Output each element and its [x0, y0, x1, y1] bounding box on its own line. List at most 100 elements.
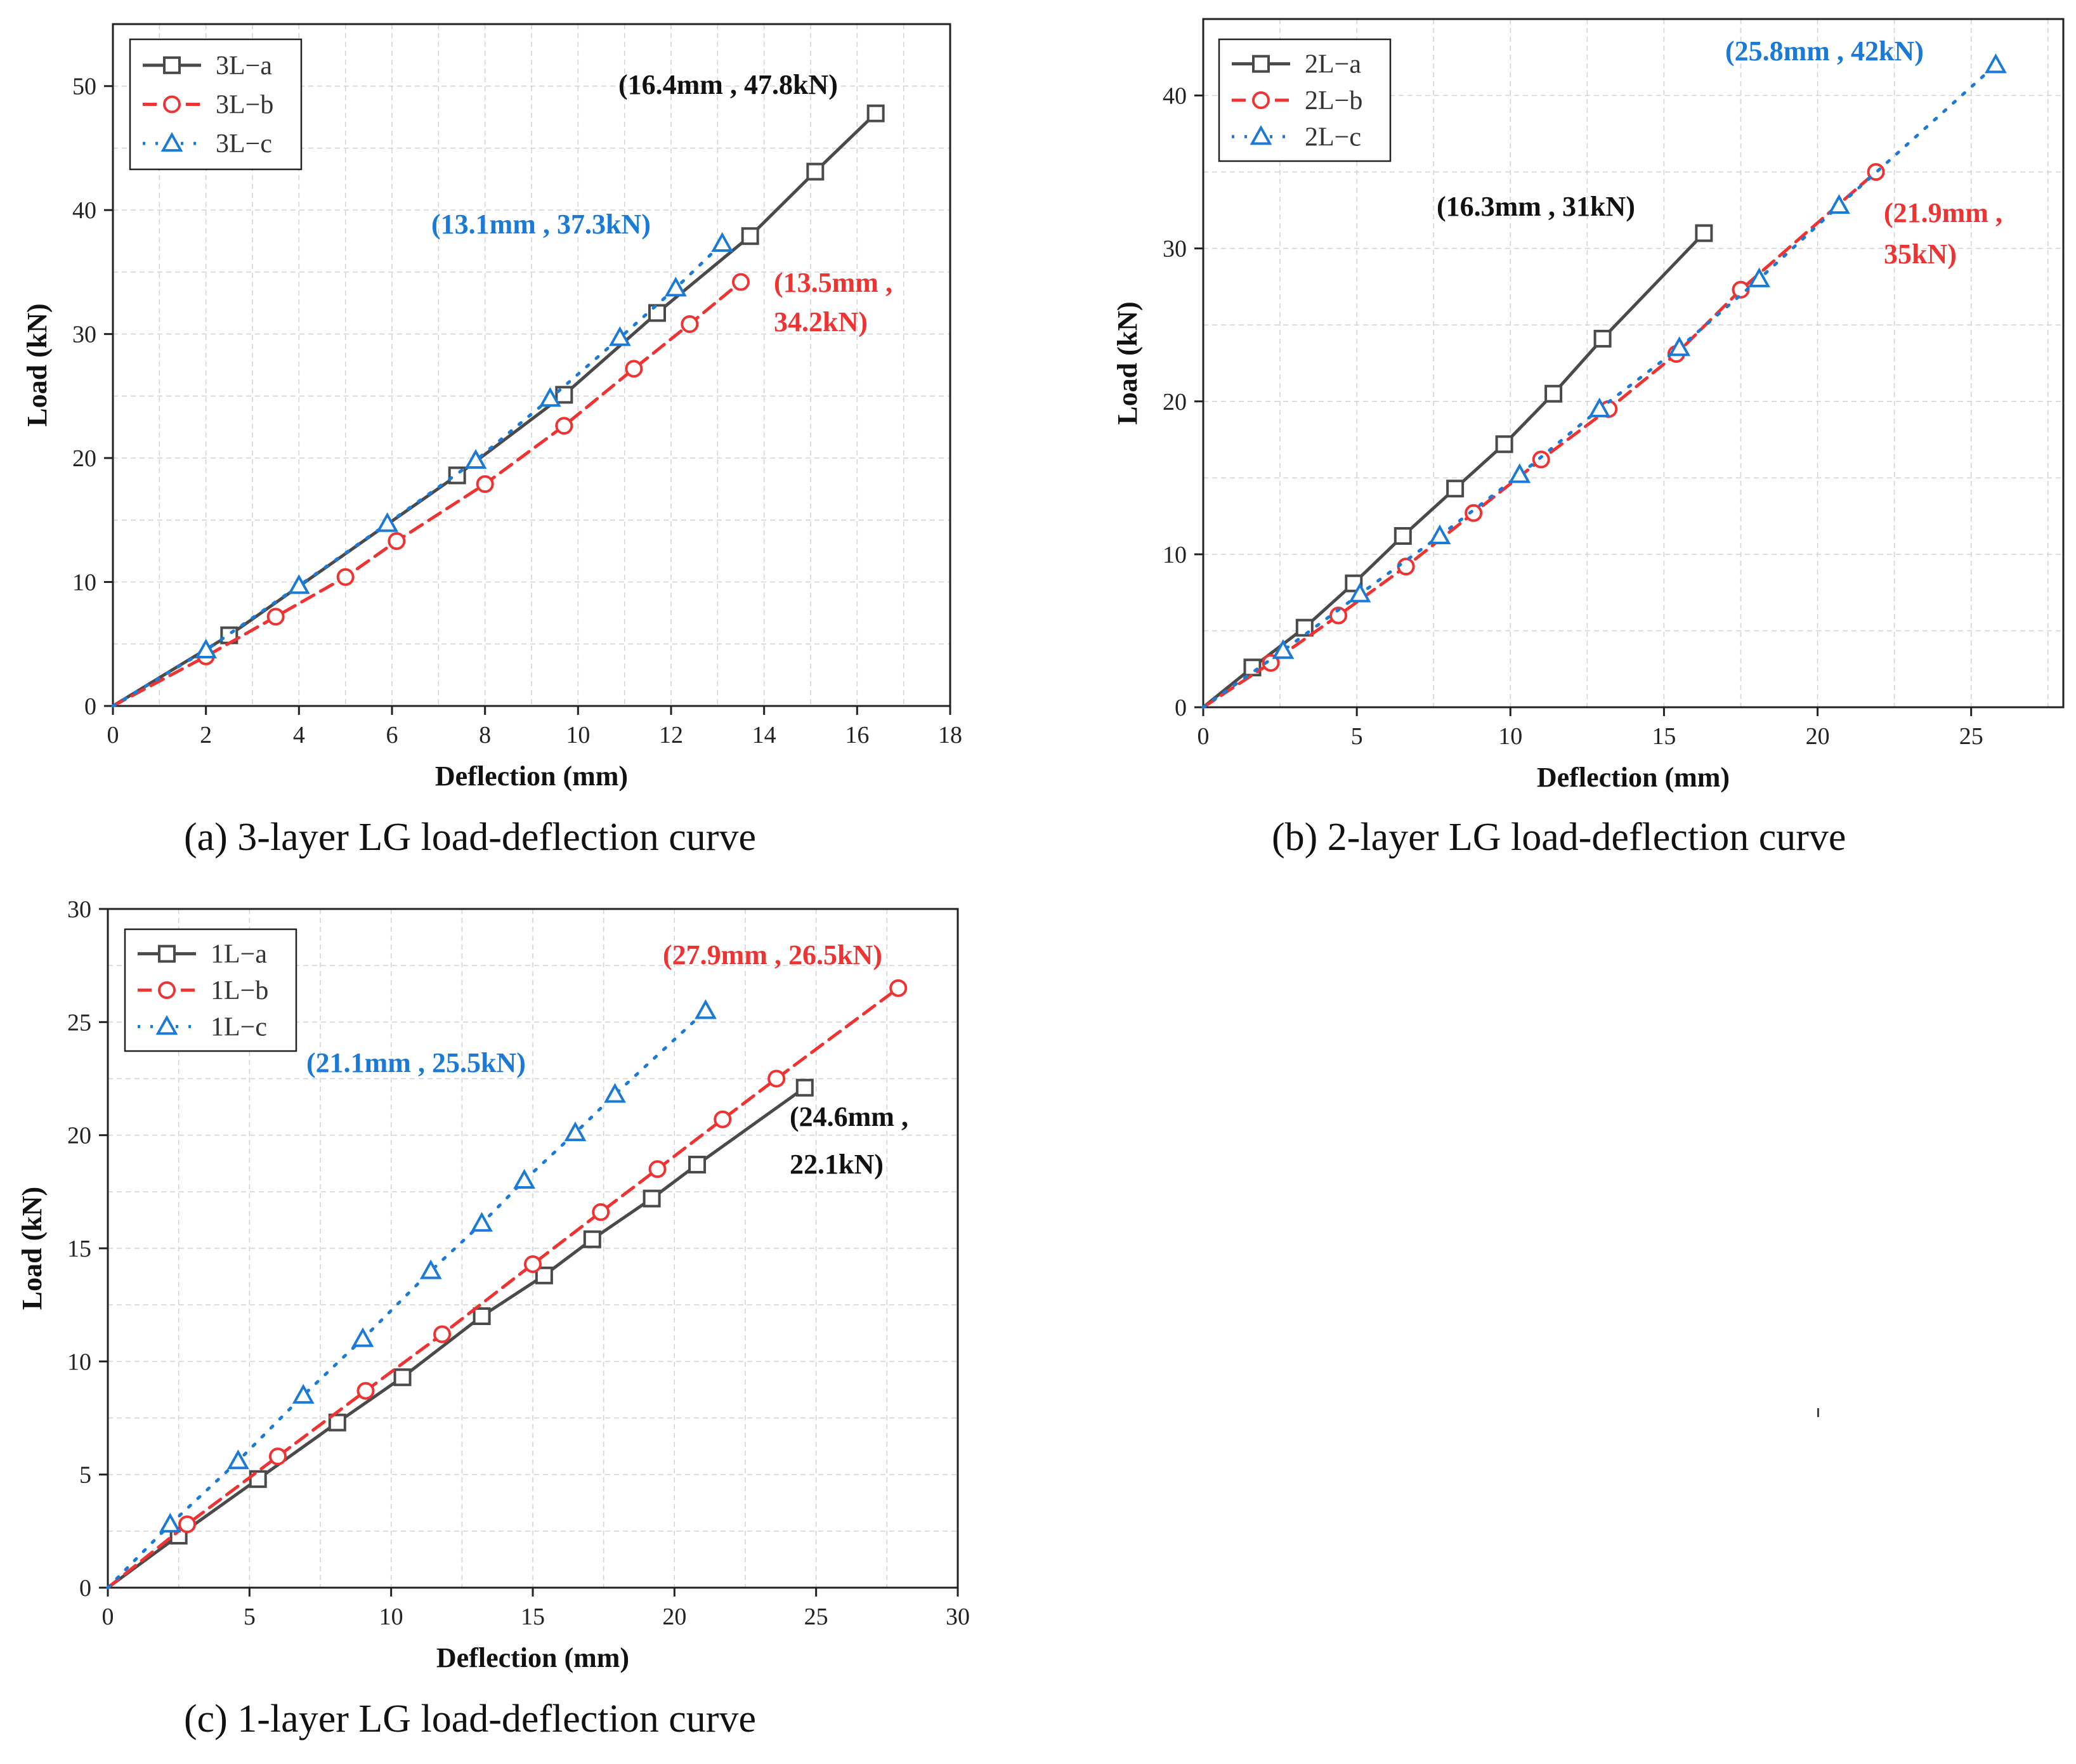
series-line-a [1201, 232, 1706, 709]
legend-c: 1L−a 1L−b 1L−c [124, 928, 297, 1052]
x-tick-label: 0 [1198, 723, 1210, 750]
series-line-c [1201, 63, 1997, 709]
x-tick-label: 30 [946, 1604, 970, 1630]
y-tick-label: 30 [72, 322, 96, 348]
legend-label: 3L−a [216, 51, 272, 81]
series-line-c [111, 242, 724, 708]
legend-marker [1250, 125, 1272, 145]
data-point-b [356, 1382, 375, 1400]
data-point-c [1272, 639, 1295, 659]
x-tick-label: 10 [379, 1604, 403, 1630]
y-tick-label: 0 [84, 693, 96, 720]
data-point-a [648, 304, 666, 322]
data-point-b [681, 315, 699, 333]
y-axis-title-b: Load (kN) [1112, 301, 1143, 424]
data-point-c [604, 1083, 626, 1103]
ticks-a: 0 2 4 6 8 10 12 14 16 18 0 10 20 30 40 50 [72, 74, 962, 748]
annotation-c-a: 22.1kN) [790, 1149, 884, 1180]
x-tick-label: 18 [938, 722, 962, 748]
x-axis-title-c: Deflection (mm) [436, 1642, 629, 1673]
annotation-a-b: 34.2kN) [774, 306, 868, 337]
data-point-c [711, 232, 734, 252]
annotation-a-b: (13.5mm , [774, 267, 892, 298]
data-point-c [513, 1168, 536, 1189]
data-point-a [866, 104, 885, 122]
data-point-a [688, 1156, 707, 1174]
data-point-c [351, 1327, 374, 1347]
legend-box [124, 928, 297, 1052]
annotation-c-c: (21.1mm , 25.5kN) [306, 1047, 526, 1078]
data-point-c [464, 448, 487, 469]
data-point-a [643, 1189, 661, 1208]
data-point-b [269, 1447, 287, 1466]
data-point-a [1695, 224, 1713, 242]
y-tick-label: 20 [67, 1123, 91, 1149]
y-tick-label: 40 [72, 197, 96, 224]
legend-a: 3L−a 3L−b 3L−c [129, 38, 303, 171]
chart-panel-c: 0 5 10 15 20 25 30 0 5 10 15 20 25 30 Deflection (mm) L… [0, 882, 1040, 1764]
y-tick-label: 40 [1163, 83, 1187, 110]
data-point-b [1397, 558, 1415, 576]
legend-label: 3L−c [216, 129, 272, 159]
data-point-c [1508, 463, 1531, 483]
plot-frame-b [1202, 18, 2065, 709]
data-point-b [388, 532, 406, 551]
x-tick-label: 15 [1652, 723, 1676, 750]
x-tick-label: 25 [1959, 723, 1983, 750]
data-point-a [1593, 329, 1612, 348]
series-line-c [106, 1009, 707, 1590]
y-tick-label: 30 [67, 896, 91, 923]
annotation-c-a: (24.6mm , [790, 1101, 908, 1132]
legend-marker [163, 56, 181, 74]
legend-label: 3L−b [216, 91, 273, 120]
series-b-a [1201, 224, 1713, 709]
legend-marker [160, 132, 183, 152]
y-tick-label: 0 [79, 1575, 91, 1602]
x-tick-label: 4 [293, 722, 305, 748]
x-tick-label: 25 [804, 1604, 828, 1630]
data-point-c [664, 277, 687, 297]
stray-mark [1817, 1408, 1819, 1417]
data-point-b [524, 1255, 542, 1273]
annotation-a-c: (13.1mm , 37.3kN) [431, 209, 651, 240]
data-point-c [608, 326, 631, 346]
chart-a-svg: 0 2 4 6 8 10 12 14 16 18 0 10 20 30 40 50 Deflection (mm… [22, 23, 962, 792]
x-tick-label: 8 [479, 722, 491, 748]
data-point-a [1446, 480, 1465, 498]
legend-label: 1L−b [211, 976, 268, 1005]
annotation-b-a: (16.3mm , 31kN) [1437, 191, 1635, 222]
data-point-c [376, 512, 399, 532]
legend-label: 2L−c [1305, 122, 1361, 152]
x-axis-title-a: Deflection (mm) [435, 761, 628, 792]
data-point-c [1985, 53, 2007, 74]
legend-label: 2L−a [1305, 50, 1361, 79]
data-point-b [555, 417, 573, 435]
chart-c-svg: 0 5 10 15 20 25 30 0 5 10 15 20 25 30 Deflection (mm) L… [16, 896, 970, 1673]
y-tick-label: 5 [79, 1462, 91, 1489]
x-tick-label: 10 [566, 722, 590, 748]
data-point-a [1295, 618, 1314, 637]
series-c-a [106, 1078, 814, 1590]
annotation-b-b: (21.9mm , [1884, 197, 2002, 228]
data-point-c [287, 574, 310, 594]
series-c-b [106, 979, 908, 1590]
data-point-a [1394, 526, 1412, 545]
data-point-b [1532, 450, 1550, 469]
legend-box [129, 38, 303, 171]
data-point-c [1828, 194, 1850, 214]
data-point-b [767, 1069, 786, 1088]
data-point-b [714, 1110, 732, 1128]
y-axis-title-a: Load (kN) [22, 303, 53, 426]
data-point-c [564, 1121, 587, 1142]
series-a-b [111, 273, 750, 708]
data-point-a [1544, 384, 1563, 403]
annotation-b-b: 35kN) [1884, 238, 1957, 270]
x-tick-label: 5 [1351, 723, 1363, 750]
data-point-a [806, 162, 825, 181]
legend-box [1218, 38, 1392, 162]
legend-b: 2L−a 2L−b 2L−c [1218, 38, 1392, 162]
chart-b-svg: 0 5 10 15 20 25 0 10 20 30 40 Deflection (mm) Load (… [1112, 18, 2065, 793]
x-tick-label: 0 [102, 1604, 114, 1630]
data-point-c [1748, 267, 1770, 287]
data-point-a [473, 1307, 491, 1325]
